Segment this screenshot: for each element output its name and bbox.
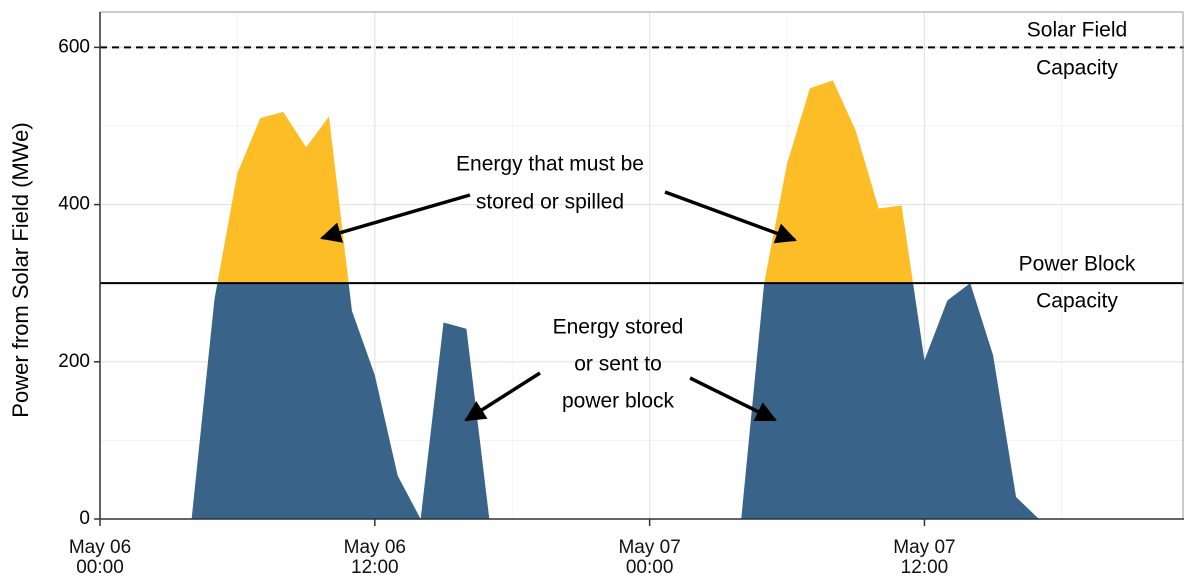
annotation-arrow — [464, 371, 541, 422]
y-tick-label: 600 — [58, 36, 90, 57]
x-tick-label: May 06 00:00 — [68, 537, 132, 578]
y-tick-label: 400 — [58, 194, 90, 215]
y-axis-label: Power from Solar Field (MWe) — [8, 122, 33, 417]
reference-label: Solar Field — [1027, 19, 1127, 42]
x-tick-label: May 06 12:00 — [343, 537, 406, 578]
annotation: Energy stored — [553, 316, 684, 339]
annotation-arrow — [689, 376, 777, 422]
annotation: stored or spilled — [476, 191, 624, 214]
x-tick-label: May 07 12:00 — [893, 537, 956, 578]
annotation: power block — [562, 390, 675, 413]
annotation-arrow — [319, 193, 471, 243]
reference-label: Capacity — [1036, 57, 1118, 80]
y-tick-label: 200 — [58, 351, 90, 372]
annotation: or sent to — [574, 353, 662, 376]
reference-label: Power Block — [1019, 253, 1136, 276]
annotation-arrow — [664, 190, 797, 244]
reference-label: Capacity — [1036, 290, 1118, 313]
x-tick-label: May 07 00:00 — [618, 537, 681, 578]
annotation: Energy that must be — [456, 153, 644, 176]
area-below — [191, 283, 1039, 519]
y-tick-label: 0 — [79, 508, 90, 529]
